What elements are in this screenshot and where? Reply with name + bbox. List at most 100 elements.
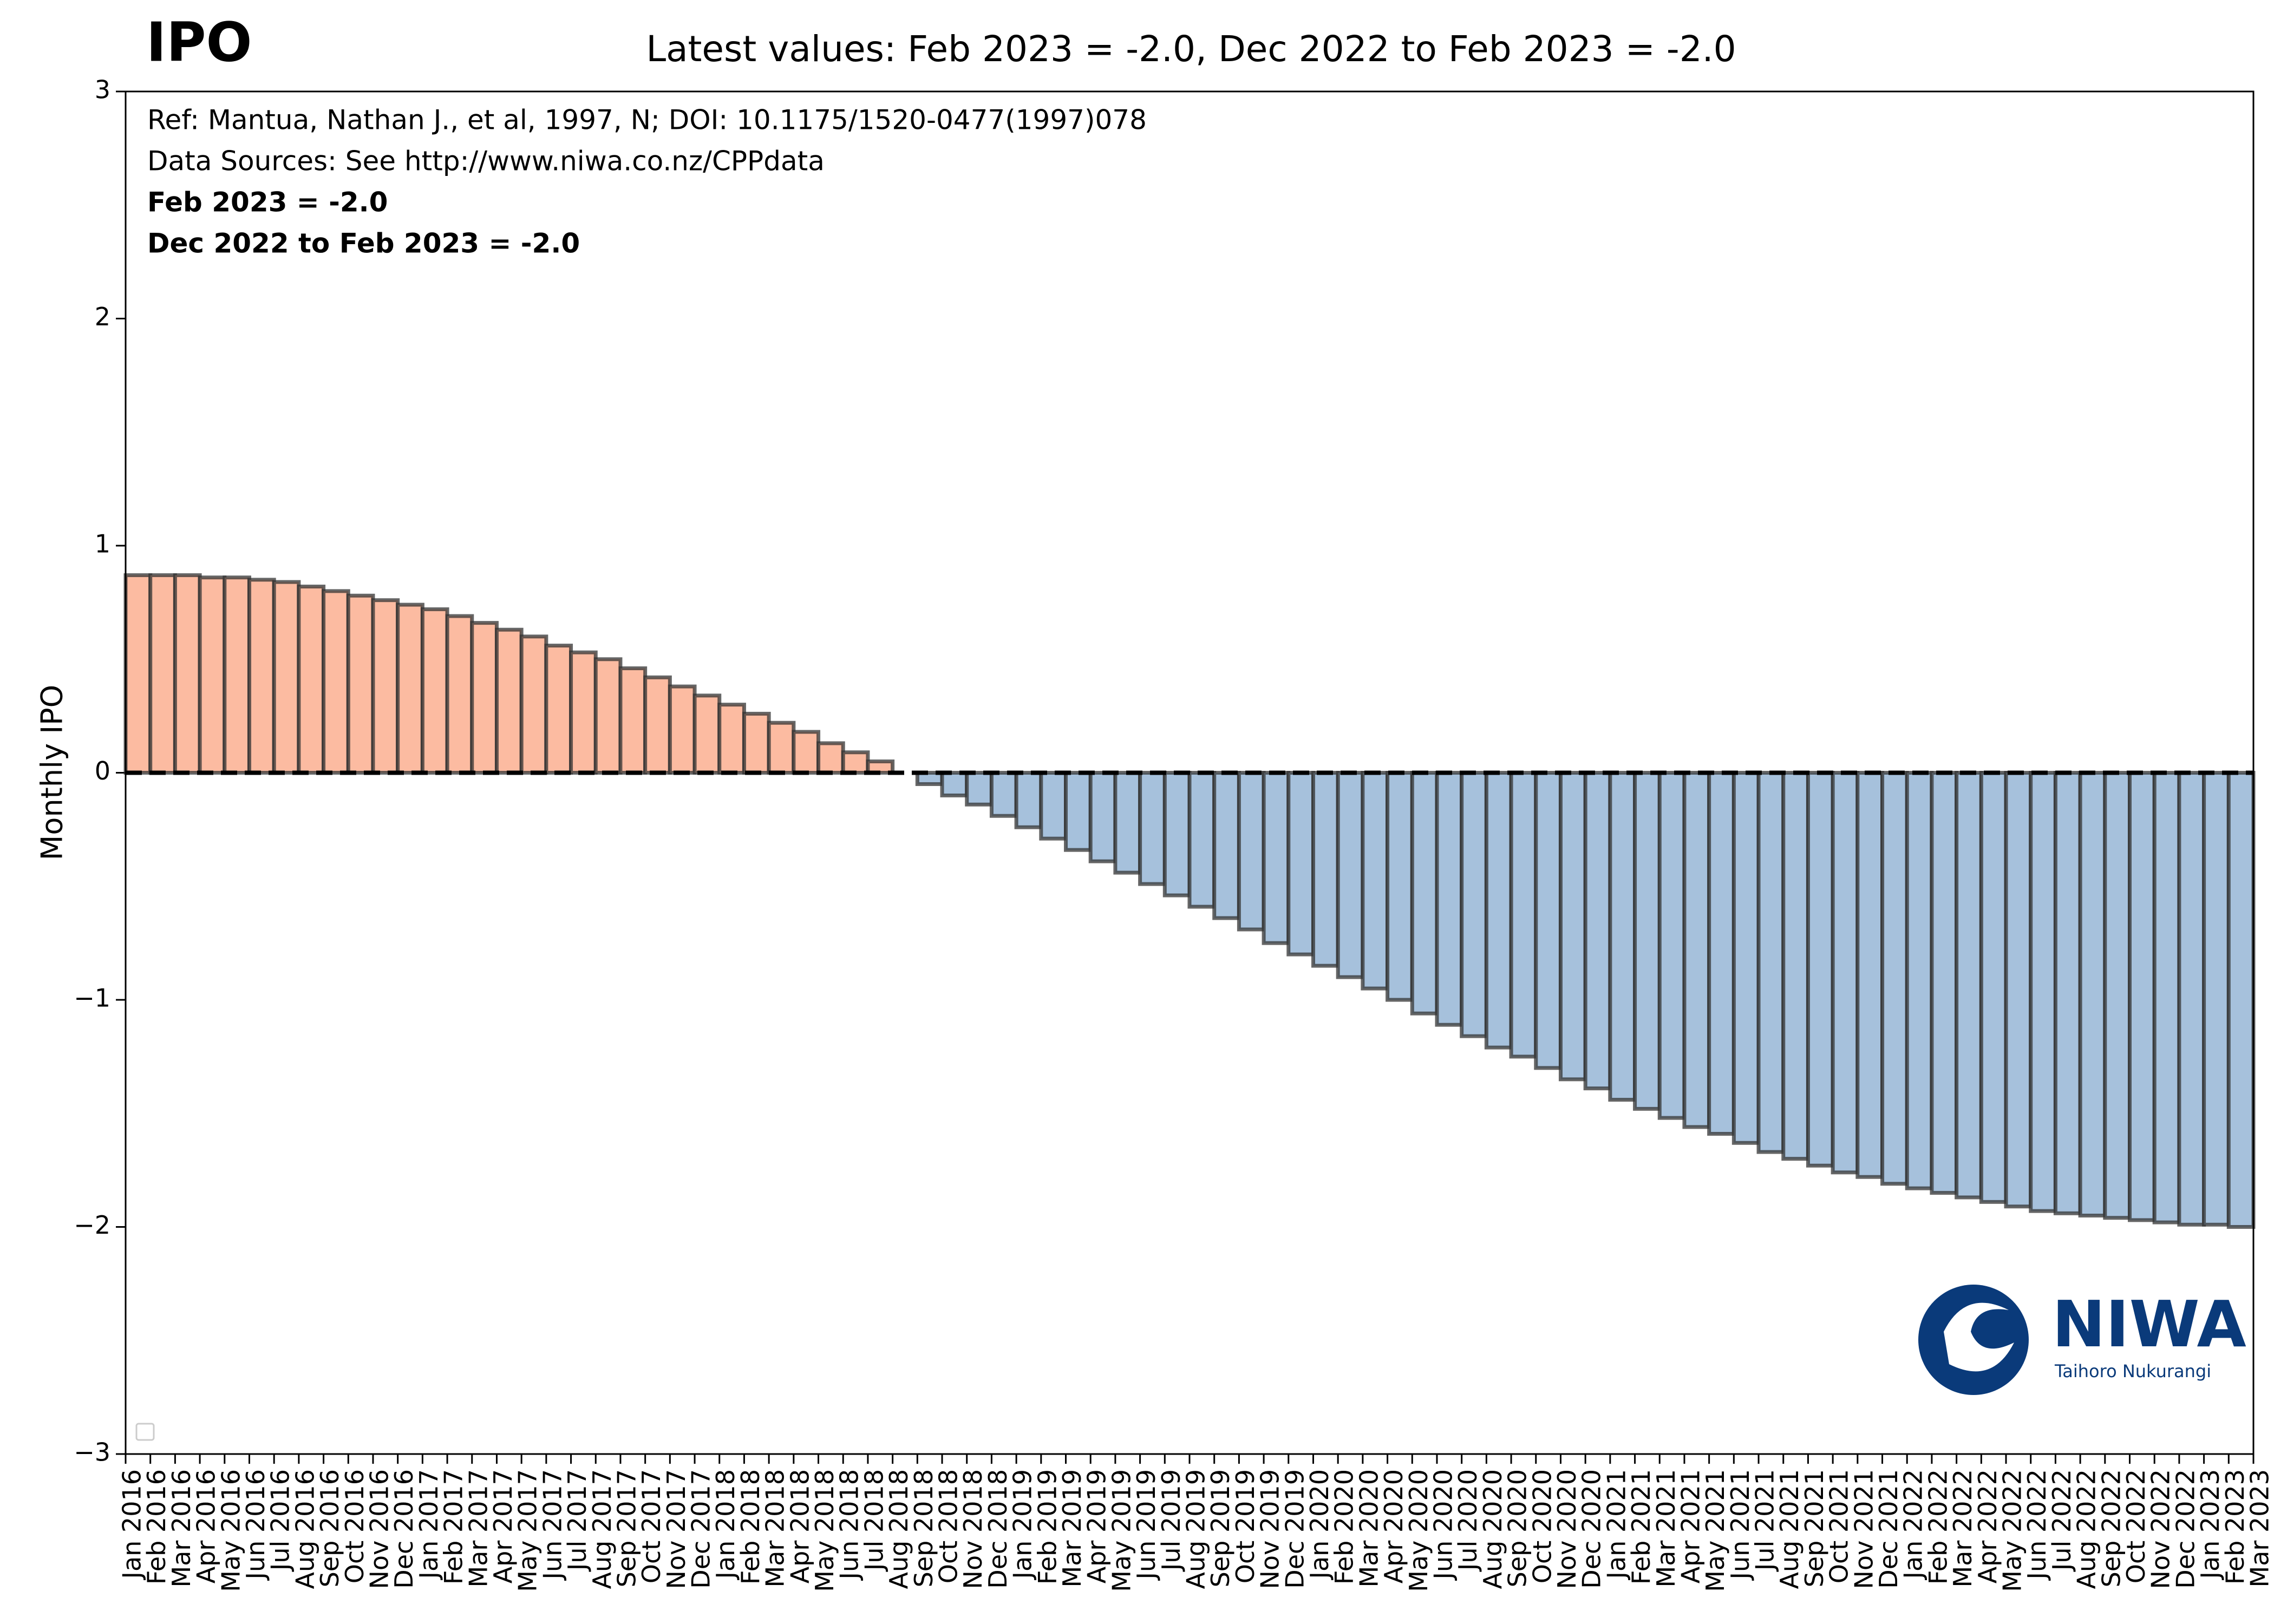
- bar: [989, 771, 1018, 818]
- x-tick-label: Dec 2021: [1874, 1469, 1903, 1589]
- x-tick-label: Jan 2021: [1602, 1469, 1631, 1581]
- bar: [223, 575, 251, 775]
- x-tick-label: Jul 2019: [1156, 1469, 1186, 1572]
- x-tick-label: Dec 2020: [1577, 1469, 1606, 1589]
- bar: [1633, 771, 1662, 1111]
- logo-text: NIWA: [2052, 1287, 2246, 1361]
- x-tick-label: Aug 2020: [1478, 1469, 1507, 1589]
- bar: [2103, 771, 2132, 1220]
- bar: [1262, 771, 1291, 945]
- x-tick-label: Sep 2016: [315, 1469, 344, 1587]
- x-tick-label: Nov 2022: [2146, 1469, 2175, 1589]
- bar: [1806, 771, 1835, 1168]
- bar: [1410, 771, 1439, 1016]
- x-tick-label: Mar 2021: [1651, 1469, 1681, 1587]
- bar: [1608, 771, 1637, 1102]
- bar: [841, 750, 870, 775]
- x-tick-label: Aug 2018: [884, 1469, 913, 1589]
- x-tick-label: Apr 2016: [192, 1469, 221, 1583]
- bar: [2177, 771, 2206, 1227]
- x-tick-label: Jun 2022: [2022, 1469, 2051, 1581]
- bar: [2029, 771, 2057, 1213]
- bar: [1534, 771, 1563, 1070]
- annotation: Feb 2023 = -2.0: [147, 187, 388, 218]
- bar: [1460, 771, 1488, 1038]
- logo-swirl: [1944, 1302, 2014, 1372]
- x-tick-label: Nov 2020: [1552, 1469, 1582, 1589]
- bar: [247, 578, 276, 775]
- x-tick-label: Dec 2019: [1280, 1469, 1309, 1589]
- x-tick-label: Jun 2019: [1132, 1469, 1161, 1581]
- x-tick-label: Jan 2020: [1305, 1469, 1334, 1581]
- x-tick-label: Sep 2021: [1800, 1469, 1829, 1587]
- y-tick-label: 1: [95, 529, 110, 559]
- bar: [792, 730, 821, 775]
- x-tick-label: Mar 2023: [2245, 1469, 2274, 1587]
- x-tick-label: Dec 2016: [389, 1469, 419, 1589]
- y-tick-label: 0: [95, 756, 110, 785]
- bar: [470, 621, 499, 775]
- x-tick-label: Jul 2018: [859, 1469, 888, 1572]
- bar: [1781, 771, 1810, 1161]
- bar: [1113, 771, 1142, 875]
- x-tick-label: Nov 2017: [662, 1469, 691, 1589]
- bar: [2226, 771, 2256, 1229]
- bar: [1657, 771, 1687, 1120]
- bar: [1880, 771, 1909, 1186]
- bar: [420, 607, 449, 775]
- bar: [593, 657, 623, 775]
- bar: [346, 593, 375, 775]
- x-tick-label: Oct 2021: [1825, 1469, 1854, 1583]
- x-tick-label: Mar 2019: [1057, 1469, 1087, 1587]
- bar: [569, 650, 598, 775]
- bar: [1138, 771, 1167, 886]
- bar: [544, 644, 573, 775]
- x-tick-label: Jun 2020: [1428, 1469, 1458, 1581]
- bar: [371, 598, 400, 775]
- bar: [1286, 771, 1315, 957]
- y-tick-label: −1: [74, 984, 110, 1013]
- x-tick-label: Nov 2016: [364, 1469, 394, 1589]
- x-tick-label: Jul 2020: [1453, 1469, 1482, 1572]
- bar: [767, 721, 796, 775]
- bar: [816, 741, 845, 775]
- logo: NIWA Taihoro Nukurangi: [1918, 1285, 2246, 1395]
- bar: [1583, 771, 1612, 1091]
- bar: [1212, 771, 1241, 920]
- bar: [272, 580, 301, 775]
- bar: [1905, 771, 1934, 1190]
- x-tick-label: May 2021: [1701, 1469, 1730, 1592]
- x-tick-label: Apr 2020: [1379, 1469, 1408, 1583]
- x-tick-label: Oct 2016: [340, 1469, 369, 1583]
- bar: [173, 573, 202, 775]
- x-tick-label: Mar 2016: [167, 1469, 196, 1587]
- bar: [445, 614, 474, 775]
- plot-frame: [125, 90, 2255, 1455]
- bar: [1831, 771, 1860, 1175]
- bar: [1731, 771, 1761, 1145]
- x-tick-label: Jul 2022: [2047, 1469, 2076, 1572]
- x-tick-label: Jan 2018: [711, 1469, 740, 1581]
- x-tick-label: Aug 2021: [1775, 1469, 1804, 1589]
- bar: [1558, 771, 1587, 1082]
- bar: [1386, 771, 1414, 1002]
- x-tick-label: Feb 2016: [142, 1469, 171, 1584]
- bar: [1955, 771, 1983, 1200]
- x-tick-label: Jun 2017: [538, 1469, 567, 1581]
- bar: [940, 771, 969, 797]
- bar: [322, 589, 350, 775]
- x-tick-label: Dec 2018: [983, 1469, 1012, 1589]
- bar: [148, 573, 177, 775]
- bar: [1435, 771, 1464, 1027]
- x-tick-label: Sep 2018: [909, 1469, 938, 1587]
- x-tick-label: Aug 2019: [1181, 1469, 1211, 1589]
- bar: [1039, 771, 1068, 841]
- x-tick-label: Sep 2019: [1206, 1469, 1235, 1587]
- bar: [1855, 771, 1885, 1179]
- bar: [1484, 771, 1513, 1050]
- legend-box: [135, 1423, 155, 1441]
- x-tick-label: Feb 2021: [1626, 1469, 1656, 1584]
- x-tick-label: May 2022: [1998, 1469, 2027, 1592]
- bar: [2053, 771, 2082, 1215]
- x-tick-label: Jul 2017: [563, 1469, 592, 1572]
